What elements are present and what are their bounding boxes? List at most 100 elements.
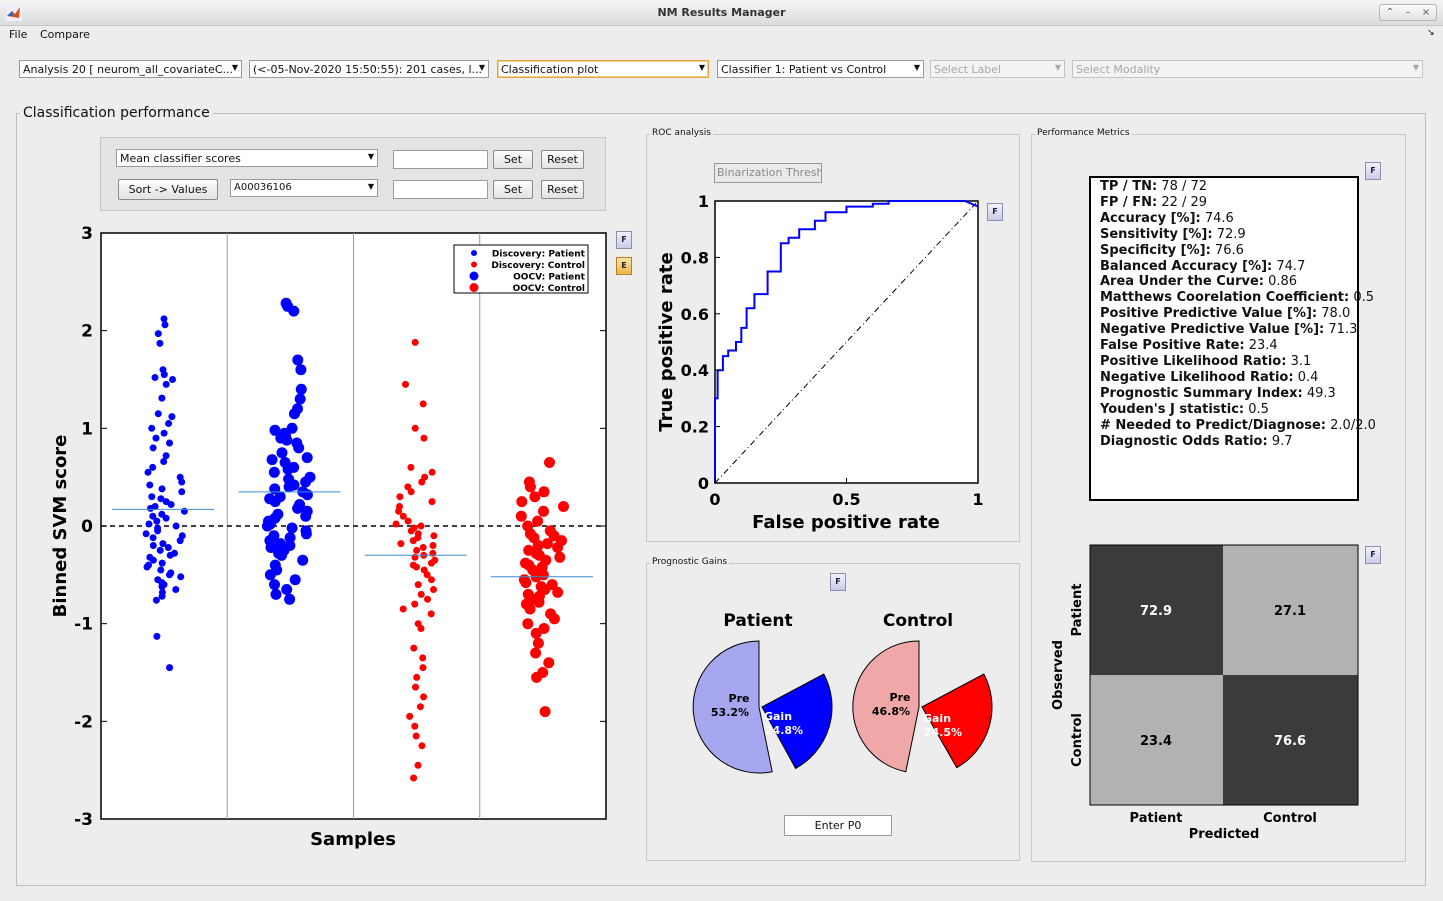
data-point [402, 380, 409, 388]
data-point [158, 485, 166, 493]
modality-select[interactable]: Select Modality ▼ [1072, 60, 1423, 78]
data-point [411, 424, 419, 432]
cm-cell-tp [1090, 545, 1223, 675]
set-score-button[interactable]: Set [493, 150, 533, 169]
metric-value: 0.5 [1248, 401, 1269, 417]
label-select[interactable]: Select Label ▼ [930, 60, 1065, 78]
data-point [554, 551, 566, 563]
undock-icon[interactable]: ↘ [1427, 28, 1435, 38]
data-point [297, 554, 309, 566]
export-data-button[interactable]: E [616, 257, 632, 275]
data-point [177, 573, 185, 581]
cm-value: 72.9 [1140, 604, 1172, 619]
data-point [166, 664, 174, 672]
data-point [419, 400, 427, 408]
data-point [524, 481, 536, 493]
data-point [515, 510, 527, 522]
data-point [268, 466, 280, 478]
window-controls: ⌃ – × [1379, 4, 1437, 21]
data-point [429, 542, 437, 549]
x-tick-label: 0.5 [832, 490, 860, 509]
data-point [289, 408, 300, 420]
score-type-select[interactable]: Mean classifier scores ▼ [116, 149, 378, 167]
dataset-select[interactable]: (<-05-Nov-2020 15:50:55): 201 cases, l..… [249, 60, 489, 78]
metric-value: 76.6 [1214, 242, 1244, 258]
confusion-export-button[interactable]: F [1365, 546, 1381, 564]
plot-type-select[interactable]: Classification plot ▼ [497, 60, 709, 78]
menu-compare[interactable]: Compare [40, 28, 90, 41]
close-button[interactable]: × [1421, 7, 1431, 18]
data-point [530, 627, 542, 639]
data-point [281, 584, 293, 595]
data-point [288, 305, 300, 317]
chevron-down-icon: ▼ [1054, 63, 1061, 72]
export-figure-button[interactable]: F [616, 231, 632, 249]
reset-sort-button[interactable]: Reset [541, 180, 584, 199]
enter-p0-input[interactable]: Enter P0 [784, 815, 892, 836]
data-point [149, 534, 157, 542]
metric-value: 78.0 [1321, 306, 1351, 322]
y-tick-label: 1 [698, 192, 709, 211]
metric-label: FP / FN: [1100, 194, 1158, 210]
data-point [159, 540, 167, 548]
maximize-button[interactable]: ⌃ [1385, 7, 1395, 18]
data-point [162, 452, 170, 460]
roc-reference-line [714, 200, 979, 484]
data-point [152, 434, 160, 442]
pie-slice-pre [692, 640, 773, 774]
patient-gain-value: 24.8% [765, 724, 803, 737]
x-tick-label: 0 [709, 490, 720, 509]
dataset-select-value: (<-05-Nov-2020 15:50:55): 201 cases, l..… [253, 63, 483, 76]
y-tick-label: -1 [74, 615, 93, 635]
chevron-down-icon: ▼ [367, 152, 374, 161]
reset-score-button[interactable]: Reset [541, 150, 584, 169]
data-point [529, 491, 541, 503]
legend-entry: OOCV: Patient [513, 273, 586, 283]
sort-value-input[interactable] [393, 180, 488, 199]
y-tick-label: 0.6 [681, 305, 709, 324]
classifier-select[interactable]: Classifier 1: Patient vs Control ▼ [717, 60, 924, 78]
data-point [399, 605, 407, 613]
data-point [544, 457, 555, 468]
data-point [411, 600, 419, 608]
scatter-xlabel: Samples [310, 829, 396, 850]
sort-subject-select[interactable]: A00036106 ▼ [230, 179, 378, 197]
roc-export-button[interactable]: F [987, 203, 1003, 221]
sort-subject-select-value: A00036106 [234, 182, 292, 193]
cm-cell-fn [1223, 545, 1358, 675]
data-point [166, 571, 173, 579]
classification-performance-panel [16, 113, 1426, 886]
confusion-matrix: 72.9 27.1 23.4 76.6 Patient Control Pred… [1051, 544, 1359, 842]
data-point [265, 542, 277, 553]
matlab-icon [6, 5, 22, 21]
data-point [166, 551, 174, 559]
metric-label: TP / TN: [1100, 179, 1158, 194]
metric-row: FP / FN: 22 / 29 [1100, 195, 1376, 211]
roc-ylabel: True positive rate [656, 252, 677, 431]
minimize-button[interactable]: – [1405, 7, 1411, 18]
pie-slice-gain [921, 673, 993, 769]
metric-row: Sensitivity [%]: 72.9 [1100, 227, 1376, 243]
analysis-select[interactable]: Analysis 20 [ neurom_all_covariateC... ▼ [19, 60, 242, 78]
data-point [413, 546, 421, 554]
data-point [158, 592, 166, 600]
scatter-ylabel: Binned SVM score [50, 435, 71, 618]
metric-row: Matthews Coorelation Coefficient: 0.5 [1100, 290, 1376, 306]
data-point [145, 520, 153, 528]
binarization-threshold-button[interactable]: Binarization Threshold [714, 163, 822, 183]
metric-value: 0.5 [1353, 290, 1374, 306]
performance-metrics-panel [1031, 134, 1406, 862]
metric-label: Prognostic Summary Index: [1100, 385, 1303, 401]
set-sort-button[interactable]: Set [493, 180, 533, 199]
data-point [147, 504, 154, 512]
data-point [552, 586, 564, 598]
metric-row: Youden's J statistic: 0.5 [1100, 402, 1376, 418]
data-point [293, 442, 305, 454]
x-tick-label: 1 [972, 490, 983, 509]
gains-export-button[interactable]: F [830, 573, 846, 591]
score-value-input[interactable] [393, 150, 488, 169]
metric-label: Negative Likelihood Ratio: [1100, 369, 1294, 385]
sort-values-button[interactable]: Sort -> Values [118, 179, 218, 200]
menu-file[interactable]: File [9, 28, 28, 41]
metrics-export-button[interactable]: F [1365, 162, 1381, 180]
